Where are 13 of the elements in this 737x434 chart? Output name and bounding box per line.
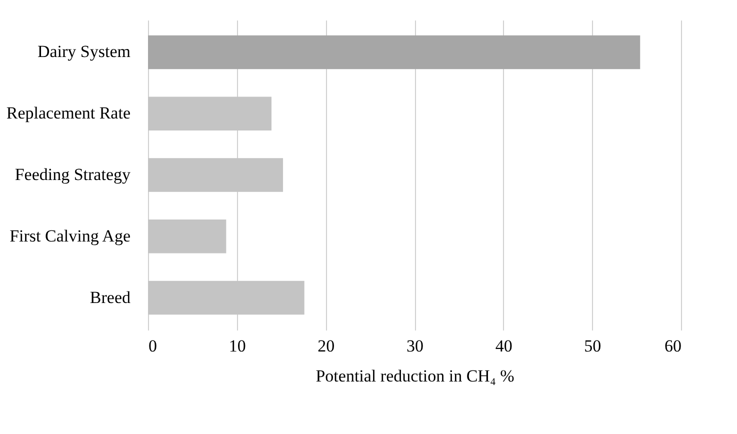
x-tick-label: 40: [495, 336, 512, 356]
x-tick-label: 30: [406, 336, 424, 356]
x-tick-label: 50: [584, 336, 602, 356]
y-tick-label: Replacement Rate: [6, 104, 130, 123]
y-tick-label: Breed: [90, 288, 131, 307]
x-tick-label: 10: [228, 336, 246, 356]
y-tick-label: Feeding Strategy: [14, 165, 131, 184]
x-axis-title: Potential reduction in CH₄ %: [316, 366, 514, 386]
x-tick-label: 60: [664, 336, 682, 356]
y-tick-label: Dairy System: [37, 42, 130, 62]
x-tick-label: 0: [148, 336, 157, 356]
x-tick-label: 20: [318, 336, 335, 356]
y-tick-label: First Calving Age: [10, 226, 130, 246]
